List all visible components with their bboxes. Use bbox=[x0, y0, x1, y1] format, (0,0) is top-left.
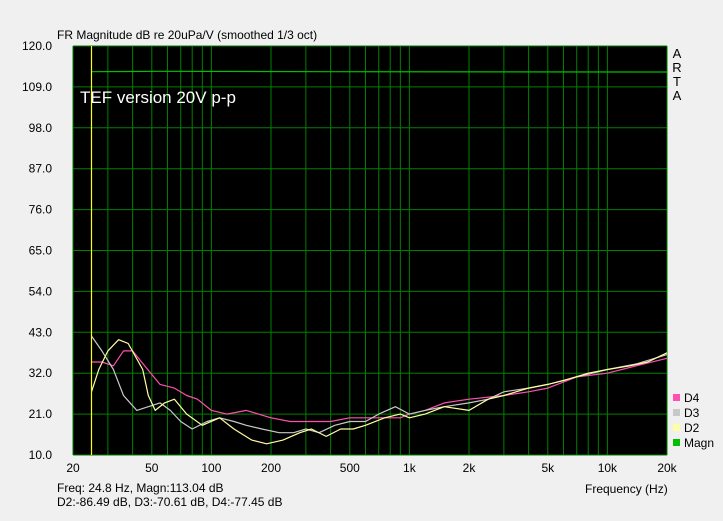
legend-label-d3: D3 bbox=[684, 406, 700, 420]
legend-label-magn: Magn bbox=[684, 436, 714, 450]
series-lines bbox=[90, 70, 668, 445]
y-tick-label: 54.0 bbox=[29, 284, 53, 298]
x-axis-label: Frequency (Hz) bbox=[585, 482, 668, 496]
series-line-d2 bbox=[90, 339, 668, 445]
series-line-magn bbox=[91, 70, 668, 73]
x-axis-ticks: 20 50 100 200 500 1k 2k 5k 10k 20k bbox=[66, 461, 677, 475]
x-tick-label: 200 bbox=[261, 461, 281, 475]
y-tick-label: 120.0 bbox=[22, 39, 52, 53]
x-tick-label: 20 bbox=[66, 461, 80, 475]
cursor-readout-line2: D2:-86.49 dB, D3:-70.61 dB, D4:-77.45 dB bbox=[57, 495, 283, 509]
brand-letter: A bbox=[673, 88, 682, 103]
legend-swatch-d4 bbox=[673, 394, 680, 401]
brand-letter: T bbox=[673, 74, 681, 89]
legend-swatch-d3 bbox=[673, 409, 680, 416]
grid bbox=[72, 45, 668, 456]
series-line-d4 bbox=[91, 350, 668, 423]
x-tick-label: 1k bbox=[403, 461, 417, 475]
y-tick-label: 87.0 bbox=[29, 162, 53, 176]
chart-title: FR Magnitude dB re 20uPa/V (smoothed 1/3… bbox=[57, 28, 317, 42]
y-tick-label: 10.0 bbox=[29, 448, 53, 462]
legend-label-d4: D4 bbox=[684, 391, 700, 405]
y-axis-ticks: 10.0 21.0 32.0 43.0 54.0 65.0 76.0 87.0 98.0 109.… bbox=[22, 39, 52, 462]
brand-letter: A bbox=[673, 46, 682, 61]
y-tick-label: 65.0 bbox=[29, 244, 53, 258]
x-tick-label: 10k bbox=[598, 461, 618, 475]
y-tick-label: 109.0 bbox=[22, 80, 52, 94]
y-tick-label: 32.0 bbox=[29, 366, 53, 380]
y-tick-label: 98.0 bbox=[29, 121, 53, 135]
brand-letter: R bbox=[672, 60, 681, 75]
x-tick-label: 2k bbox=[463, 461, 477, 475]
x-tick-label: 20k bbox=[657, 461, 677, 475]
x-tick-label: 5k bbox=[541, 461, 555, 475]
y-tick-label: 21.0 bbox=[29, 407, 53, 421]
cursor-readout-line1: Freq: 24.8 Hz, Magn:113.04 dB bbox=[57, 481, 224, 495]
legend-swatch-magn bbox=[673, 439, 680, 446]
legend-swatch-d2 bbox=[673, 424, 680, 431]
x-tick-label: 50 bbox=[145, 461, 159, 475]
chart-annotation: TEF version 20V p-p bbox=[80, 88, 236, 107]
y-tick-label: 76.0 bbox=[29, 203, 53, 217]
y-tick-label: 43.0 bbox=[29, 325, 53, 339]
x-tick-label: 100 bbox=[201, 461, 221, 475]
x-tick-label: 500 bbox=[340, 461, 360, 475]
legend-label-d2: D2 bbox=[684, 421, 700, 435]
series-line-d3 bbox=[91, 335, 668, 434]
